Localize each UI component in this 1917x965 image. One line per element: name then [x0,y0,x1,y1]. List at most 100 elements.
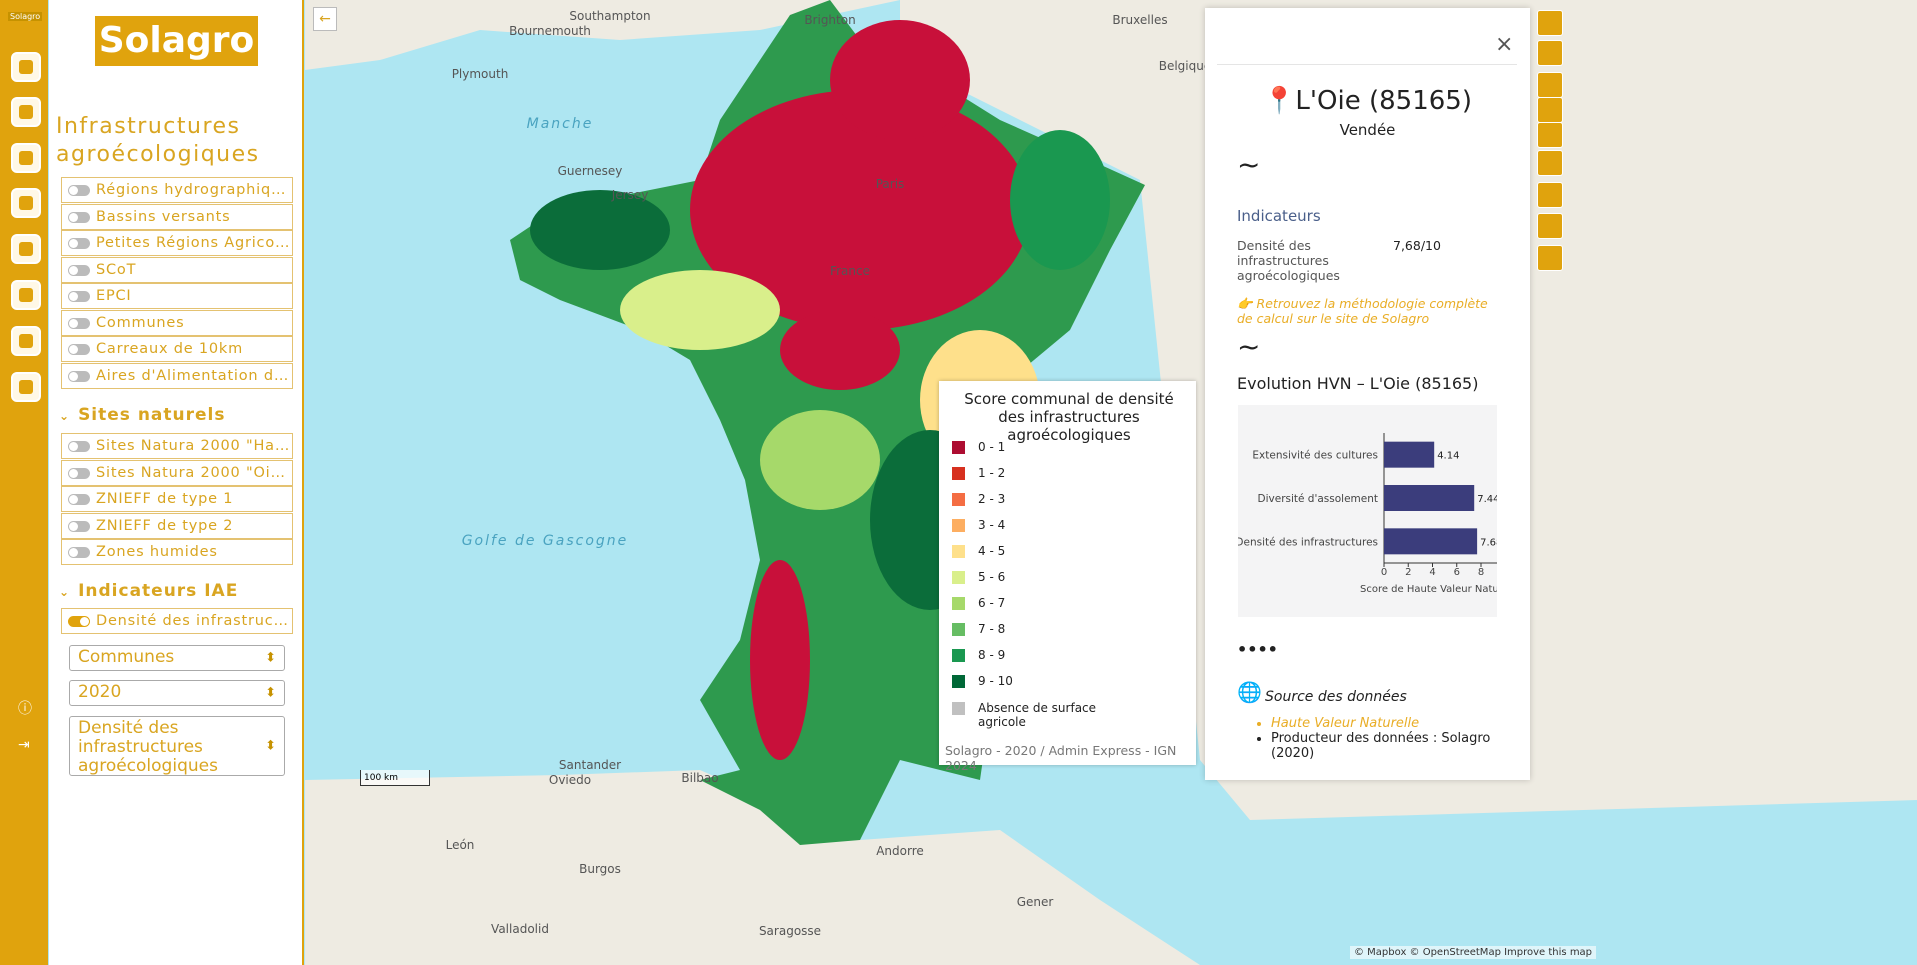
map-label: Golfe de Gascogne [462,533,629,549]
badge: Solagro [8,12,43,21]
logo[interactable]: Solagro [95,16,258,66]
legend-swatch [952,675,965,688]
x-tick-label: 8 [1478,567,1484,578]
toggle [68,185,90,196]
map-label: Bruxelles [1112,13,1167,27]
layer-toggle[interactable]: Aires d'Alimentation de Ca... [61,362,293,389]
nav-button[interactable] [11,372,41,402]
legend-swatch [952,623,965,636]
group-header[interactable]: ⌄ Indicateurs IAE [59,581,238,601]
select[interactable]: Densité des infrastructures agroécologiq… [69,716,285,776]
select[interactable]: Communes [69,645,285,671]
methodology-link[interactable]: 👉 Retrouvez la méthodologie complète de … [1237,296,1488,326]
map-attribution[interactable]: © Mapbox © OpenStreetMap Improve this ma… [1350,946,1597,959]
close-button[interactable]: × [1495,32,1514,57]
layer-toggle[interactable]: Régions hydrographiques [61,177,293,203]
tool-button[interactable] [1537,213,1563,239]
tool-button[interactable] [1537,245,1563,271]
layer-toggle[interactable]: EPCI [61,283,293,309]
map-label: Paris [876,177,905,191]
tool-button[interactable] [1537,10,1563,36]
tool-button[interactable] [1537,40,1563,66]
x-axis-label: Score de Haute Valeur Naturelle [1360,584,1497,595]
group-header[interactable]: ⌄ Sites naturels [59,405,226,425]
layer-toggle[interactable]: Sites Natura 2000 "Habitats... [61,433,293,459]
toggle [68,494,90,505]
tool-button[interactable] [1537,150,1563,176]
land-spain [305,770,1200,965]
toggle [68,211,90,223]
group-title: Indicateurs IAE [78,581,239,601]
zoom-out[interactable] [1537,97,1563,123]
map-label: Bournemouth [509,24,591,38]
layer-toggle[interactable]: ZNIEFF de type 2 [61,512,293,539]
nav-button[interactable] [11,143,41,173]
x-tick-label: 2 [1405,567,1411,578]
nav-button[interactable] [11,97,41,127]
nav-button[interactable] [11,234,41,264]
zone [760,410,880,510]
toggle [68,291,90,302]
zone [530,190,670,270]
compass[interactable] [1537,122,1563,148]
divider: ~ [1237,148,1261,181]
legend: Score communal de densité des infrastruc… [939,381,1196,773]
group-title: Sites naturels [78,405,226,425]
info-icon[interactable]: ⓘ [18,701,32,717]
layer-name: Régions hydrographiques [96,182,293,198]
toggle [68,344,90,355]
chart-title: Evolution HVN – L'Oie (85165) [1237,374,1479,393]
zoom-in[interactable] [1537,72,1563,98]
source-link[interactable]: Haute Valeur Naturelle [1271,716,1501,731]
globe-icon: 🌐 [1237,680,1262,704]
layer-name: Sites Natura 2000 "Habitats... [96,438,293,454]
separator [1217,64,1517,65]
layer-toggle[interactable]: Communes [61,309,293,336]
value-label: 7.44 [1477,494,1497,505]
layer-toggle[interactable]: Carreaux de 10km [61,336,293,362]
y-tick-label: Diversité d'assolement [1258,493,1378,505]
map-label: León [446,838,475,852]
select[interactable]: 2020 [69,680,285,706]
layer-toggle[interactable]: Densité des infrastructures... [61,608,293,634]
collapse-button[interactable]: ← [313,7,337,31]
source-list: Haute Valeur Naturelle Producteur des do… [1227,716,1501,761]
chevron: ⌄ [59,409,71,423]
map-label: Southampton [569,9,650,23]
x-tick-label: 6 [1454,567,1460,578]
map-label: Guernesey [558,164,623,178]
indicator-name: Densité des infrastructures agroécologiq… [1237,238,1340,283]
layer-name: Communes [96,314,185,331]
bar [1384,485,1475,511]
zone [1010,130,1110,270]
map-label: Burgos [579,862,621,876]
legend-title: Score communal de densité des infrastruc… [964,390,1174,444]
map-label: Saragosse [759,924,821,938]
toggle [68,616,90,627]
layer-toggle[interactable]: Petites Régions Agricoles [61,230,293,256]
zone [780,310,900,390]
y-tick-label: Extensivité des cultures [1252,450,1378,462]
chevron: ⌄ [59,585,71,599]
nav-button[interactable] [11,52,41,82]
divider: •••• [1237,640,1278,659]
layer-toggle[interactable]: Zones humides [61,539,293,565]
nav-button[interactable] [11,188,41,218]
layer-toggle[interactable]: Sites Natura 2000 "Oiseaux" [61,459,293,486]
place-name: L'Oie (85165) [1295,86,1472,116]
nav-button[interactable] [11,280,41,310]
legend-swatch [952,597,965,610]
layer-toggle[interactable]: ZNIEFF de type 1 [61,486,293,512]
tool-button[interactable] [1537,182,1563,208]
source-title: Source des données [1265,689,1407,705]
divider: ~ [1237,330,1261,363]
place-title: 📍L'Oie (85165) [1205,86,1530,116]
legend-swatch [952,493,965,506]
toggle [68,520,90,532]
logout-icon[interactable]: ⇥ [18,737,30,753]
nav-button[interactable] [11,326,41,356]
layer-toggle[interactable]: Bassins versants [61,203,293,230]
layer-toggle[interactable]: SCoT [61,256,293,283]
